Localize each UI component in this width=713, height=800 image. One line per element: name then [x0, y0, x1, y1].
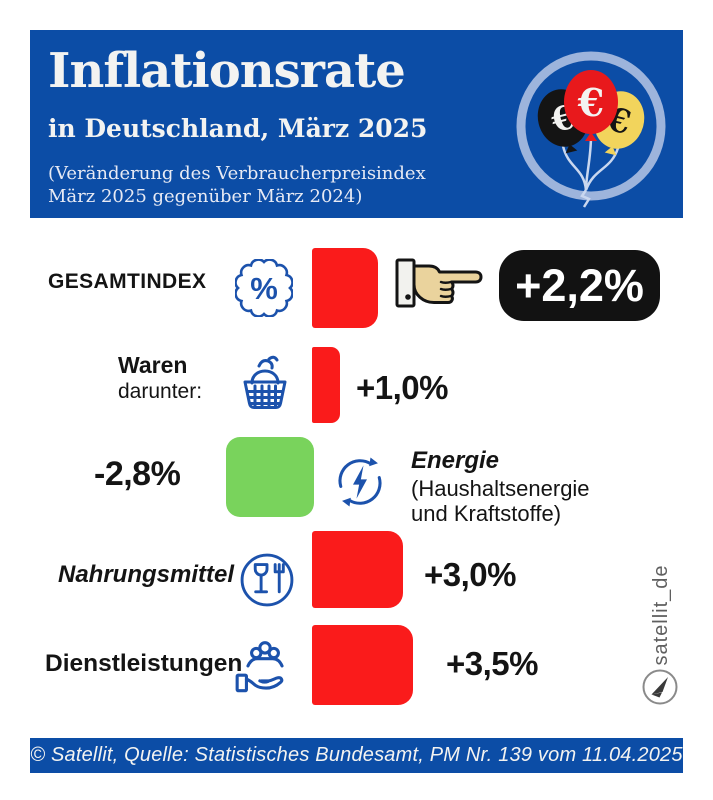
- row-label-gesamtindex: GESAMTINDEX: [48, 270, 207, 293]
- shopping-basket-icon: [243, 355, 287, 409]
- header-note-line1: (Veränderung des Verbraucherpreisindex: [48, 163, 426, 184]
- row-label-nahrungsmittel: Nahrungsmittel: [58, 561, 235, 588]
- header-note: (Veränderung des Verbraucherpreisindex M…: [48, 162, 426, 208]
- percent-glyph: %: [250, 271, 278, 306]
- row-label-waren: Waren: [118, 352, 188, 378]
- bar-gesamtindex: [312, 248, 378, 328]
- footer-banner: © Satellit, Quelle: Statistisches Bundes…: [30, 738, 683, 773]
- bar-waren: [312, 347, 340, 423]
- balloon-strings: [561, 135, 620, 208]
- row-sublabel-waren: darunter:: [118, 380, 203, 403]
- nahrungsmittel-value: +3,0%: [424, 556, 517, 593]
- energy-cycle-icon: [338, 457, 382, 507]
- footer-source-text: © Satellit, Quelle: Statistisches Bundes…: [30, 744, 683, 766]
- dienstleistungen-value: +3,5%: [446, 645, 539, 682]
- satellit-arrow-icon: [642, 669, 678, 705]
- logo-ring: [516, 51, 666, 201]
- pointing-hand-icon: [395, 258, 483, 308]
- balloon-red: €: [564, 70, 618, 141]
- euro-symbol-red-balloon: €: [577, 80, 604, 125]
- bar-dienstleistungen: [312, 625, 413, 705]
- bar-nahrungsmittel: [312, 531, 403, 608]
- header-note-line2: März 2025 gegenüber März 2024): [48, 186, 363, 207]
- people-service-hand-icon: [235, 641, 284, 693]
- page-title: Inflationsrate: [48, 43, 406, 99]
- row-label-energie: Energie: [411, 447, 500, 474]
- gesamtindex-value-badge: +2,2%: [499, 250, 660, 321]
- food-glass-fork-icon: [240, 553, 294, 607]
- page-subtitle: in Deutschland, März 2025: [48, 114, 428, 143]
- row-label-dienstleistungen: Dienstleistungen: [45, 650, 243, 677]
- percent-seal-icon: %: [235, 259, 293, 317]
- energie-note-line1: (Haushaltsenergie: [411, 476, 590, 501]
- euro-balloons-logo: € € €: [516, 51, 666, 208]
- brand-handle: satellit_de: [650, 564, 672, 666]
- bar-energie: [226, 437, 314, 517]
- energie-value: -2,8%: [94, 455, 181, 493]
- energie-note-line2: und Kraftstoffe): [411, 501, 562, 526]
- header-banner: Inflationsrate in Deutschland, März 2025…: [30, 30, 683, 218]
- gesamtindex-value: +2,2%: [515, 259, 644, 311]
- waren-value: +1,0%: [356, 369, 449, 406]
